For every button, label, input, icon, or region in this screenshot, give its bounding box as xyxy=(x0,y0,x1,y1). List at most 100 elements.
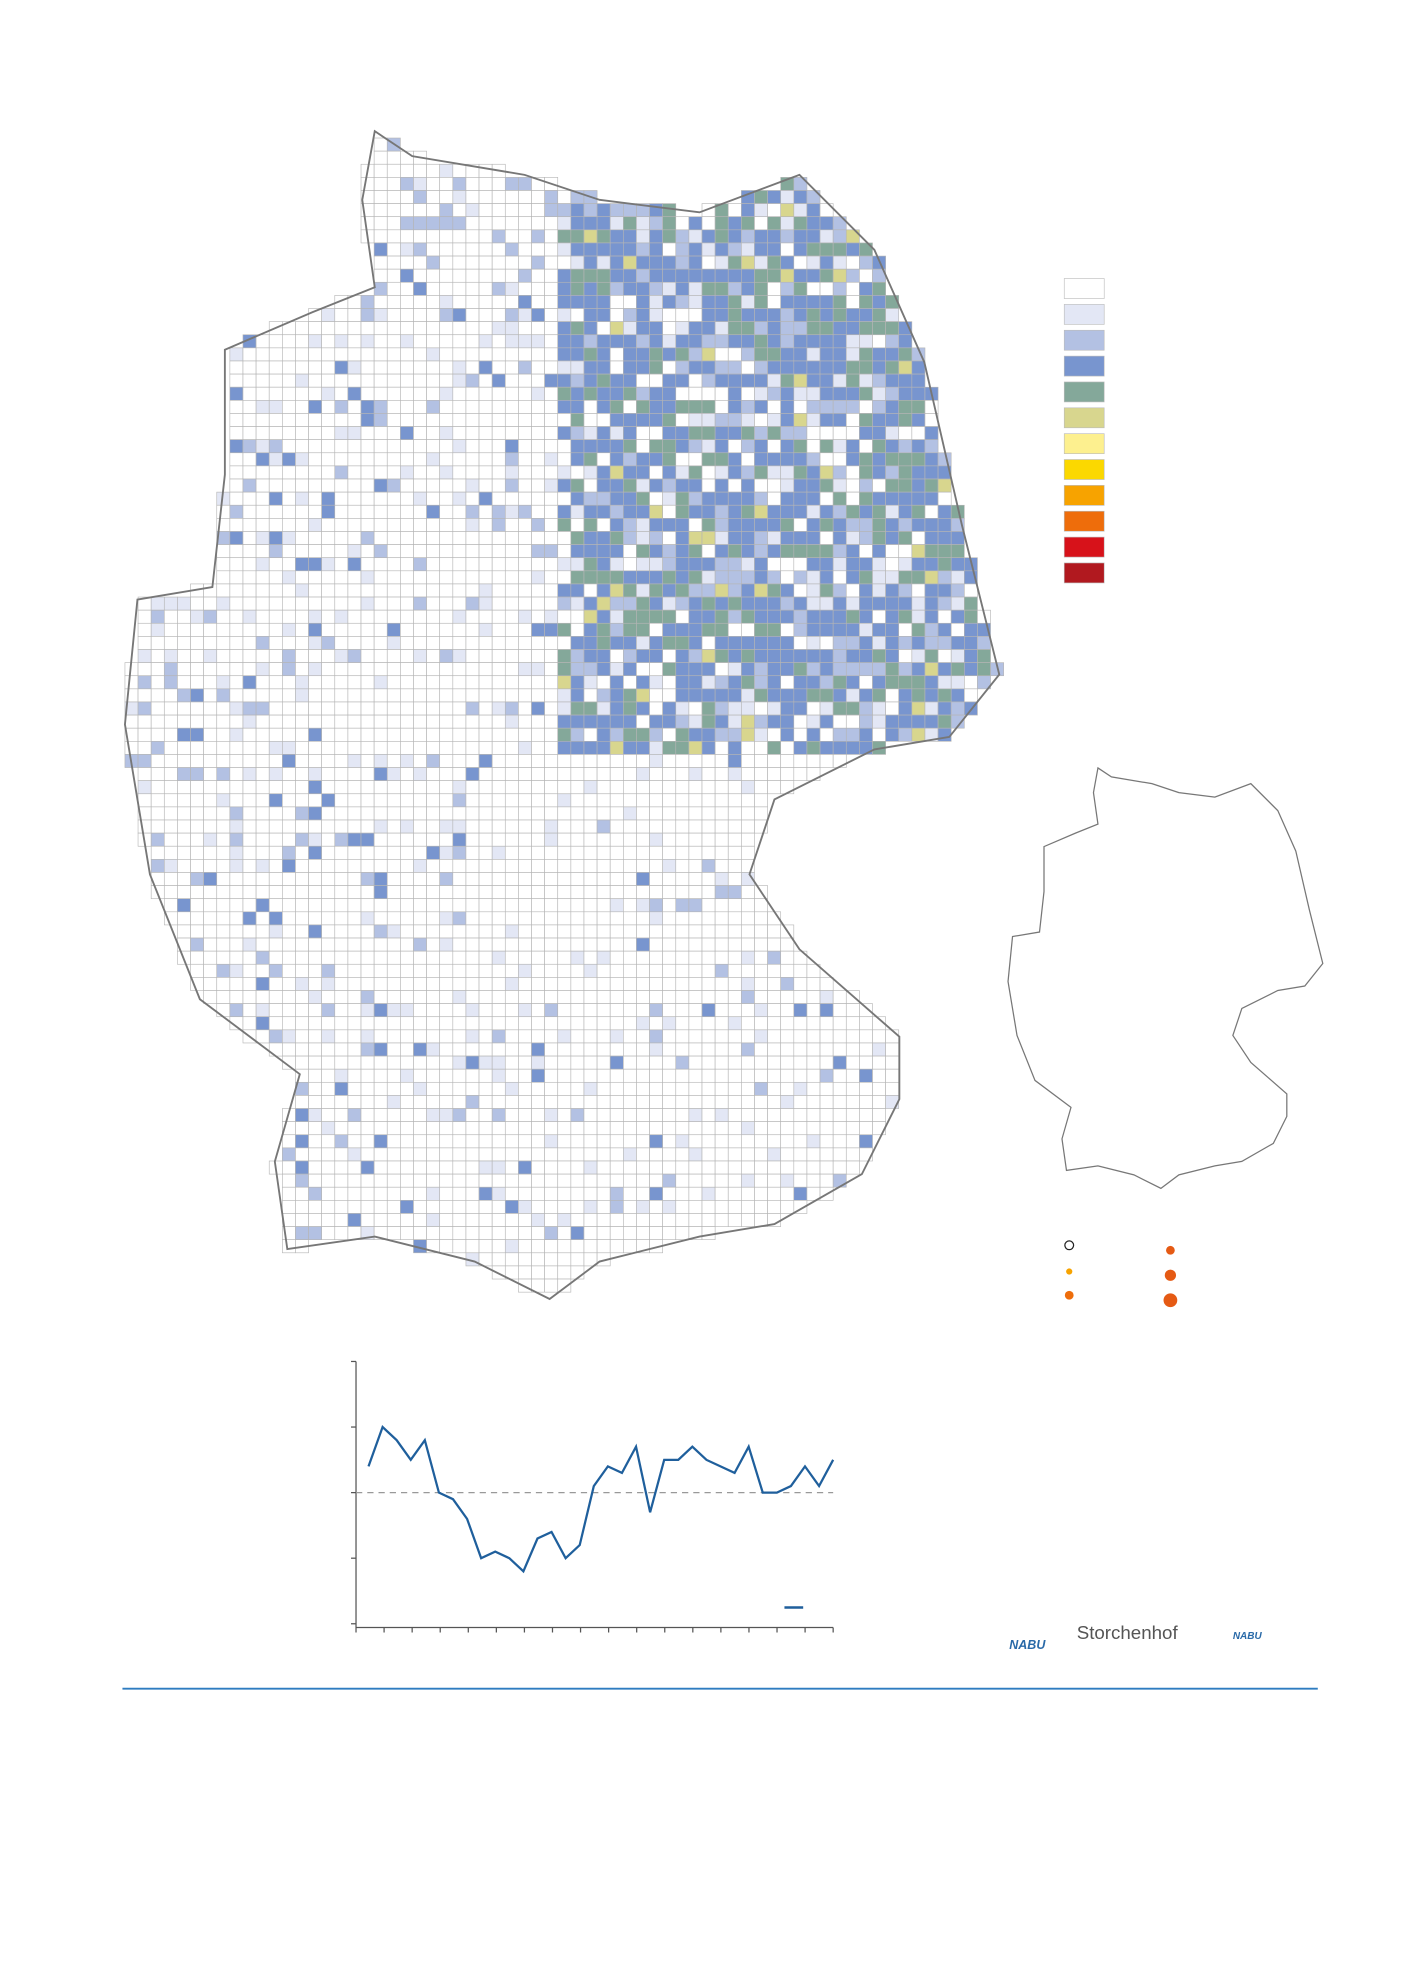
grid-cell xyxy=(845,727,860,742)
grid-cell xyxy=(636,688,650,703)
grid-cell xyxy=(819,347,834,362)
grid-cell xyxy=(360,1173,375,1188)
grid-cell xyxy=(150,754,165,768)
grid-cell xyxy=(898,347,913,362)
grid-cell xyxy=(649,701,663,716)
grid-cell xyxy=(557,544,572,559)
grid-cell xyxy=(688,308,703,322)
grid-cell xyxy=(544,1186,559,1201)
grid-cell xyxy=(321,1121,336,1136)
grid-cell xyxy=(177,754,191,768)
grid-cell xyxy=(413,190,427,204)
grid-cell xyxy=(727,570,742,585)
grid-cell xyxy=(255,452,270,467)
grid-cell xyxy=(308,990,322,1004)
grid-cell xyxy=(439,478,454,493)
grid-cell xyxy=(806,596,821,611)
grid-cell xyxy=(780,754,795,768)
grid-cell xyxy=(334,885,349,900)
grid-cell xyxy=(465,832,480,847)
grid-cell xyxy=(570,649,585,663)
grid-cell xyxy=(373,1016,388,1031)
grid-cell xyxy=(255,727,270,742)
grid-cell xyxy=(623,583,637,598)
grid-cell xyxy=(636,675,650,690)
grid-cell xyxy=(255,557,270,572)
grid-cell xyxy=(727,911,742,926)
grid-cell xyxy=(452,950,467,965)
grid-cell xyxy=(347,583,362,598)
grid-cell xyxy=(727,937,742,952)
grid-cell xyxy=(491,872,506,886)
grid-cell xyxy=(832,478,847,493)
grid-cell xyxy=(727,255,742,270)
grid-cell xyxy=(596,1095,611,1109)
grid-cell xyxy=(518,1108,532,1122)
grid-cell xyxy=(675,950,690,965)
grid-cell xyxy=(583,859,598,873)
grid-cell xyxy=(308,452,322,467)
grid-cell xyxy=(570,229,585,244)
grid-cell xyxy=(675,583,690,598)
grid-cell xyxy=(859,1042,873,1057)
grid-cell xyxy=(898,413,913,427)
grid-cell xyxy=(242,937,257,952)
grid-cell xyxy=(754,583,768,598)
grid-cell xyxy=(413,1081,427,1096)
grid-cell xyxy=(321,491,336,506)
grid-cell xyxy=(491,741,506,755)
grid-cell xyxy=(767,1055,782,1070)
grid-cell xyxy=(741,308,755,322)
grid-cell xyxy=(334,780,349,795)
grid-cell xyxy=(623,1186,637,1201)
grid-cell xyxy=(662,360,677,375)
grid-cell xyxy=(609,1108,624,1122)
grid-cell xyxy=(596,242,611,257)
grid-cell xyxy=(347,1121,362,1136)
grid-cell xyxy=(426,203,441,218)
grid-cell xyxy=(347,937,362,952)
grid-cell xyxy=(386,1121,401,1136)
grid-cell xyxy=(386,255,401,270)
grid-cell xyxy=(242,504,257,519)
grid-cell xyxy=(662,583,677,598)
grid-cell xyxy=(321,1055,336,1070)
grid-cell xyxy=(596,832,611,847)
grid-cell xyxy=(727,465,742,480)
grid-cell xyxy=(347,400,362,414)
grid-cell xyxy=(360,688,375,703)
grid-cell xyxy=(491,583,506,598)
grid-cell xyxy=(373,1147,388,1162)
grid-cell xyxy=(452,845,467,860)
grid-cell xyxy=(544,531,559,545)
grid-cell xyxy=(531,531,545,545)
grid-cell xyxy=(386,741,401,755)
grid-cell xyxy=(268,963,283,978)
grid-cell xyxy=(439,780,454,795)
grid-cell xyxy=(452,636,467,650)
grid-cell xyxy=(177,911,191,926)
grid-cell xyxy=(623,1095,637,1109)
grid-cell xyxy=(623,714,637,729)
grid-cell xyxy=(452,1226,467,1240)
grid-cell xyxy=(491,1055,506,1070)
grid-cell xyxy=(360,518,375,532)
grid-cell xyxy=(386,268,401,283)
grid-cell xyxy=(714,819,729,834)
grid-cell xyxy=(924,491,939,506)
grid-cell xyxy=(308,885,322,900)
grid-cell xyxy=(609,570,624,585)
grid-cell xyxy=(583,754,598,768)
grid-cell xyxy=(741,1200,755,1214)
grid-cell xyxy=(386,780,401,795)
grid-cell xyxy=(557,216,572,231)
grid-cell xyxy=(596,570,611,585)
grid-cell xyxy=(793,977,808,991)
grid-cell xyxy=(400,347,414,362)
grid-cell xyxy=(688,1160,703,1175)
grid-cell xyxy=(386,950,401,965)
grid-cell xyxy=(544,255,559,270)
grid-cell xyxy=(662,413,677,427)
grid-cell xyxy=(675,859,690,873)
grid-cell xyxy=(570,531,585,545)
